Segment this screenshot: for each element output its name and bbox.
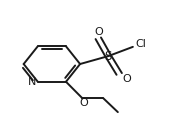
Text: N: N	[28, 77, 37, 87]
Text: O: O	[79, 98, 88, 108]
Text: O: O	[94, 27, 103, 37]
Text: Cl: Cl	[136, 39, 147, 50]
Text: S: S	[105, 50, 112, 63]
Text: O: O	[122, 74, 131, 84]
